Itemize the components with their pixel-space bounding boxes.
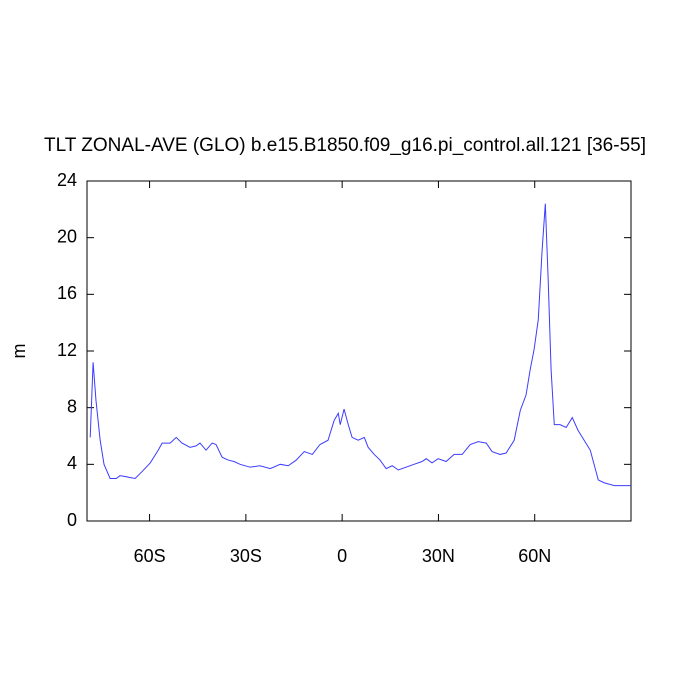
x-tick-label: 60N [518,546,551,566]
y-tick-label: 4 [67,453,77,473]
plot-frame [86,180,632,522]
data-line [89,203,631,487]
y-tick-label: 0 [67,510,77,530]
y-tick-label: 16 [57,283,77,303]
x-tick-label: 60S [134,546,166,566]
y-tick-label: 8 [67,396,77,416]
x-tick-label: 30S [230,546,262,566]
y-axis-label: m [9,344,29,359]
y-tick-label: 12 [57,340,77,360]
chart-title: TLT ZONAL-AVE (GLO) b.e15.B1850.f09_g16.… [44,135,646,156]
x-tick-label: 30N [422,546,455,566]
y-tick-label: 24 [57,170,77,190]
x-tick-label: 0 [337,546,347,566]
y-tick-label: 20 [57,226,77,246]
